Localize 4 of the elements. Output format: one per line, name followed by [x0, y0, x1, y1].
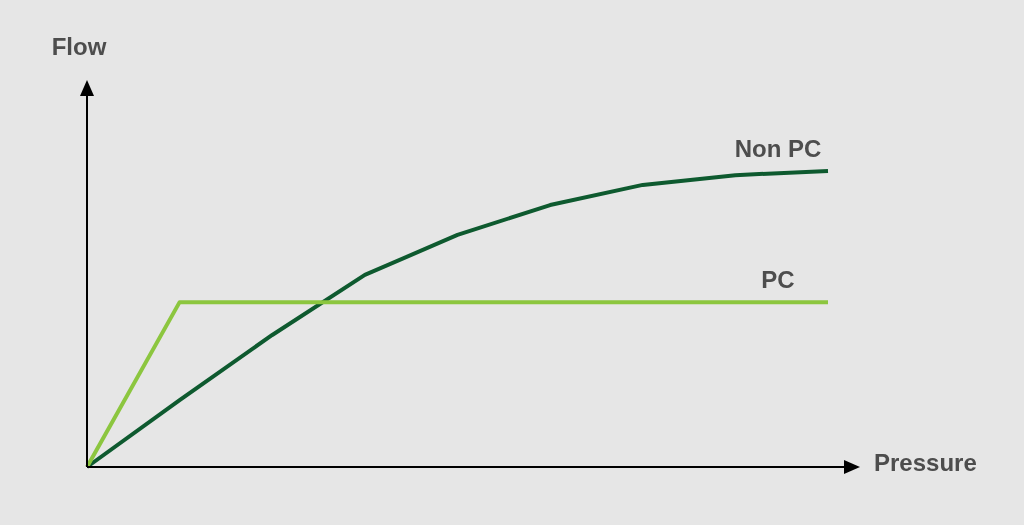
series-label: Non PC — [734, 135, 822, 162]
y-axis-title: Flow — [51, 33, 107, 60]
x-axis-title: Pressure — [874, 449, 977, 476]
series-label: PC — [761, 266, 795, 294]
